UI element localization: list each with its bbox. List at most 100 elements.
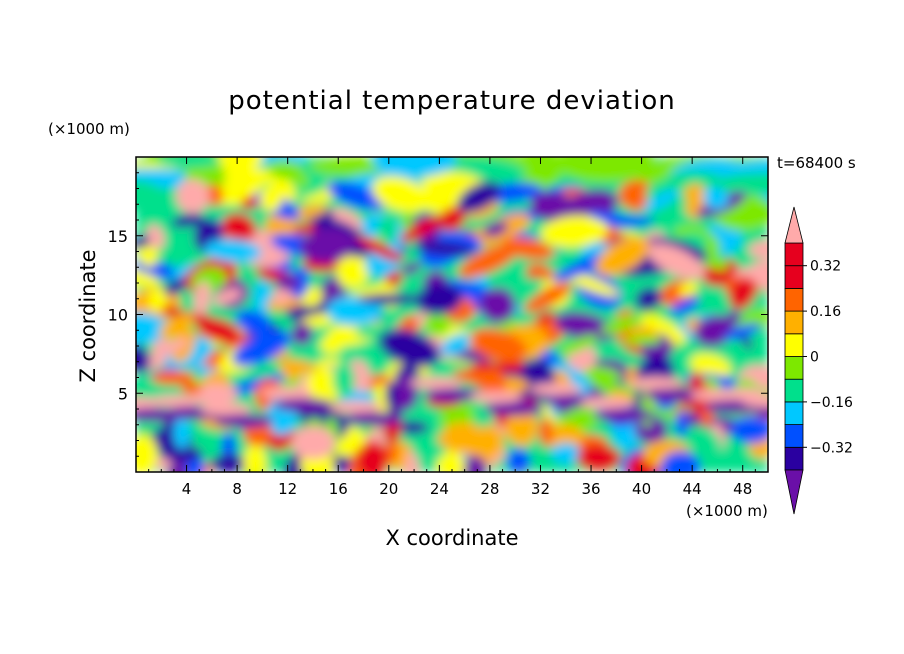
colorbar-box bbox=[784, 446, 804, 471]
x-tick-label: 40 bbox=[632, 480, 651, 498]
field-blob bbox=[205, 184, 224, 207]
field-blob bbox=[463, 455, 487, 472]
field-blob bbox=[661, 451, 701, 472]
field-blob bbox=[506, 448, 531, 472]
field-blob bbox=[595, 237, 650, 276]
field-blob bbox=[136, 180, 173, 216]
field-blob bbox=[630, 377, 682, 389]
colorbar-box bbox=[784, 333, 804, 357]
field-blob bbox=[330, 401, 382, 413]
field-blob bbox=[558, 334, 598, 356]
y-axis: 5 10 15 bbox=[108, 172, 768, 457]
colorbar: 0.32 0.16 0 −0.16 −0.32 bbox=[784, 206, 853, 515]
field-blob bbox=[157, 338, 188, 357]
x-axis: 4 8 12 16 20 24 28 32 36 40 44 48 bbox=[148, 157, 756, 498]
field-blob bbox=[689, 353, 732, 379]
colorbar-box bbox=[784, 424, 804, 448]
field-blob bbox=[436, 450, 466, 472]
field-blob bbox=[412, 442, 446, 461]
field-blob bbox=[354, 324, 389, 338]
colorbar-tick-label: −0.16 bbox=[810, 395, 853, 411]
field-blob bbox=[576, 445, 622, 472]
field-blob bbox=[259, 185, 283, 212]
field-blob bbox=[622, 334, 663, 346]
field-blob bbox=[552, 252, 612, 282]
x-tick-label: 12 bbox=[278, 480, 297, 498]
colorbar-box bbox=[784, 378, 804, 403]
field-blob bbox=[554, 157, 657, 183]
field-blob bbox=[730, 416, 768, 444]
field-blob bbox=[540, 215, 608, 248]
field-blob bbox=[678, 281, 699, 296]
field-blob bbox=[378, 328, 441, 368]
field-blob bbox=[148, 288, 168, 311]
field-blob bbox=[193, 281, 211, 316]
field-blob bbox=[384, 381, 398, 408]
field-blob bbox=[196, 317, 242, 344]
field-blob bbox=[415, 283, 463, 315]
field-blob bbox=[675, 410, 689, 437]
field-blob bbox=[200, 403, 252, 415]
colorbar-tick-label: 0 bbox=[810, 350, 819, 366]
field-blob bbox=[647, 243, 706, 280]
field-blob bbox=[180, 382, 202, 395]
field-blob bbox=[204, 239, 262, 263]
field-blob bbox=[413, 241, 475, 256]
field-blob bbox=[725, 310, 742, 325]
field-blob bbox=[344, 412, 404, 426]
colorbar-tick-label: −0.32 bbox=[810, 440, 853, 456]
field-blob bbox=[150, 395, 202, 407]
field-blob bbox=[232, 330, 291, 367]
field-blob bbox=[644, 388, 704, 402]
field-blob bbox=[670, 296, 700, 316]
colorbar-tick-label: 0.16 bbox=[810, 304, 841, 320]
field-blob bbox=[580, 397, 632, 409]
field-blob bbox=[327, 181, 386, 211]
field-blob bbox=[690, 389, 742, 401]
field-blob bbox=[484, 402, 544, 416]
field-blob bbox=[299, 228, 355, 263]
field-blob bbox=[469, 328, 528, 363]
field-blob bbox=[635, 287, 662, 311]
field-blob bbox=[722, 323, 762, 341]
colorbar-tick-label: 0.32 bbox=[810, 259, 841, 275]
field-blob bbox=[588, 210, 635, 225]
field-blob bbox=[524, 282, 572, 313]
y-tick-label: 10 bbox=[108, 306, 128, 325]
field-blob bbox=[214, 414, 274, 428]
field-blob bbox=[399, 214, 447, 243]
field-blob bbox=[424, 309, 451, 337]
field-blob bbox=[357, 293, 422, 305]
field-blob bbox=[176, 179, 210, 214]
colorbar-box bbox=[784, 356, 804, 380]
field-blob bbox=[372, 175, 429, 213]
field-blob bbox=[643, 189, 679, 213]
contour-layer bbox=[136, 157, 768, 472]
y-unit-label: (×1000 m) bbox=[48, 120, 130, 138]
x-unit-label: (×1000 m) bbox=[686, 502, 768, 520]
field-blob bbox=[475, 425, 504, 459]
x-tick-label: 16 bbox=[329, 480, 348, 498]
field-blob bbox=[291, 426, 336, 460]
field-blob bbox=[136, 434, 158, 472]
field-blob bbox=[159, 445, 204, 462]
field-blob bbox=[275, 274, 300, 291]
field-blob bbox=[216, 157, 264, 171]
time-label: t=68400 s bbox=[777, 154, 856, 172]
field-blob bbox=[171, 213, 204, 228]
field-blob bbox=[482, 221, 509, 237]
field-blob bbox=[551, 442, 582, 465]
field-blob bbox=[742, 395, 768, 407]
field-blob bbox=[356, 235, 404, 263]
field-blob bbox=[748, 240, 768, 259]
field-blob bbox=[506, 406, 538, 447]
field-blob bbox=[640, 314, 687, 344]
x-tick-label: 20 bbox=[379, 480, 398, 498]
field-blob bbox=[538, 417, 554, 447]
x-tick-label: 32 bbox=[531, 480, 550, 498]
field-blob bbox=[458, 243, 520, 278]
x-tick-label: 36 bbox=[581, 480, 600, 498]
field-blob bbox=[210, 454, 248, 472]
field-blob bbox=[221, 213, 257, 242]
